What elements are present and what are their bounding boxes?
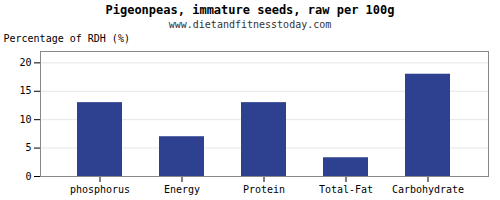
svg-text:Total-Fat: Total-Fat <box>319 184 373 195</box>
svg-text:Energy: Energy <box>164 184 200 195</box>
svg-text:Percentage of RDH (%): Percentage of RDH (%) <box>4 33 130 44</box>
svg-text:0: 0 <box>25 171 31 182</box>
svg-text:20: 20 <box>19 57 31 68</box>
svg-text:15: 15 <box>19 85 31 96</box>
svg-text:phosphorus: phosphorus <box>70 184 130 195</box>
svg-text:Carbohydrate: Carbohydrate <box>392 184 464 195</box>
html-text:Pigeonpeas, immature seeds, ra: Pigeonpeas, immature seeds, raw per 100g <box>105 3 395 17</box>
svg-text:10: 10 <box>19 114 31 125</box>
svg-text:5: 5 <box>25 142 31 153</box>
html-text:www.dietandfitnesstoday.com: www.dietandfitnesstoday.com <box>168 19 332 30</box>
svg-text:Protein: Protein <box>243 184 285 195</box>
